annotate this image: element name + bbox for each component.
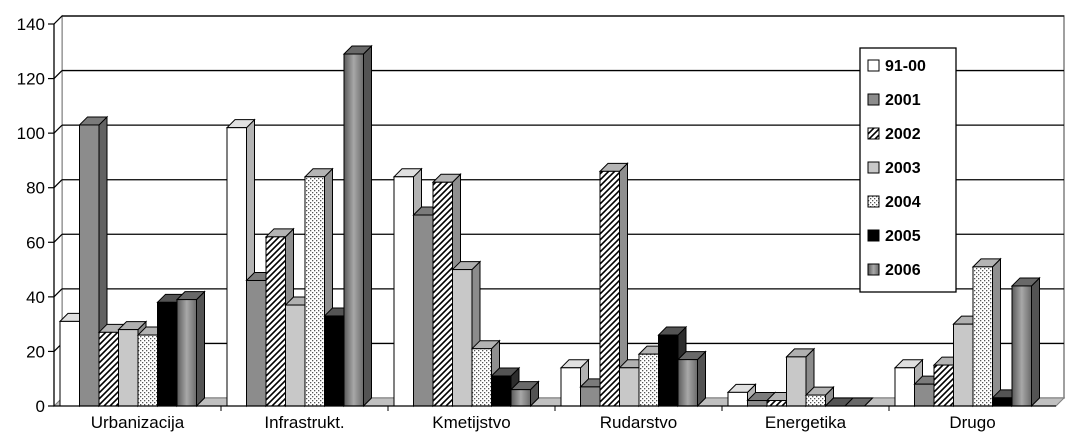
bar-drugo-2006	[1010, 276, 1041, 408]
bar-front	[933, 364, 954, 407]
legend-item-2005: 2005	[867, 228, 921, 245]
bar-front	[452, 269, 473, 407]
bar-front	[393, 176, 414, 407]
x-axis-labels: Urbanizacija Infrastrukt. Kmetijstvo Rudars…	[54, 405, 1056, 432]
y-tick-label: 100	[17, 124, 45, 143]
legend-item-2002: 2002	[867, 126, 921, 143]
y-tick-label: 60	[26, 233, 45, 252]
bar-front	[59, 320, 80, 407]
gridline-depth	[53, 15, 63, 25]
bar-kmetijstvo-2006	[509, 380, 540, 408]
y-tick-label: 120	[17, 70, 45, 89]
y-tick-label: 0	[36, 397, 45, 416]
bar-front	[619, 367, 640, 407]
legend: 91-00 2001 2002 2003 2004 2005 2006	[859, 47, 957, 293]
legend-swatch	[867, 93, 880, 106]
x-tick-label: Urbanizacija	[91, 413, 185, 432]
y-axis-ticks: 0 20 40 60 80 100 120 140	[17, 15, 55, 416]
bar-drugo-2004	[971, 257, 1002, 408]
legend-label: 2004	[885, 194, 921, 211]
legend-item-2001: 2001	[867, 92, 921, 109]
legend-label: 2002	[885, 126, 921, 143]
legend-swatch	[867, 127, 880, 140]
legend-label: 91-00	[885, 58, 926, 75]
bar-front	[1011, 285, 1032, 407]
x-tick-label: Kmetijstvo	[432, 413, 510, 432]
x-tick-label: Rudarstvo	[600, 413, 677, 432]
gridline-depth	[53, 288, 63, 298]
bar-front	[471, 348, 492, 407]
bar-front	[894, 367, 915, 407]
legend-item-2006: 2006	[867, 262, 921, 279]
legend-label: 2006	[885, 262, 921, 279]
legend-item-2004: 2004	[867, 194, 921, 211]
gridline-depth	[53, 233, 63, 243]
y-tick-label: 140	[17, 15, 45, 34]
gridline-depth	[53, 124, 63, 134]
legend-swatch	[867, 161, 880, 174]
bar-infrastrukt--2006	[342, 44, 373, 408]
bar-front	[766, 400, 787, 407]
bar-front	[285, 304, 306, 407]
legend-swatch	[867, 263, 880, 276]
x-tick-label: Energetika	[765, 413, 847, 432]
bar-front	[343, 53, 364, 407]
bar-front	[914, 383, 935, 407]
bar-front	[972, 266, 993, 407]
bar-front	[432, 181, 453, 407]
gridline-depth	[53, 179, 63, 189]
bar-front	[246, 279, 267, 407]
bar-front	[992, 397, 1013, 407]
bar-front	[157, 301, 178, 407]
bar-front	[638, 353, 659, 407]
legend-label: 2003	[885, 160, 921, 177]
x-tick-label: Drugo	[949, 413, 995, 432]
legend-swatch	[867, 229, 880, 242]
legend-swatch	[867, 195, 880, 208]
bar-side	[1031, 276, 1040, 408]
bar-front	[491, 375, 512, 407]
bar-front	[953, 323, 974, 407]
bar-front	[560, 367, 581, 407]
bar-front	[580, 386, 601, 407]
y-tick-label: 40	[26, 288, 45, 307]
legend-swatch	[867, 59, 880, 72]
bar-front	[304, 176, 325, 407]
bar-front	[727, 391, 748, 407]
y-tick-label: 20	[26, 342, 45, 361]
bar-front	[118, 329, 139, 407]
bar-side	[363, 44, 372, 408]
bar-side	[992, 257, 1001, 408]
bar-front	[747, 400, 768, 407]
bar-front	[265, 236, 286, 407]
bar-front	[176, 299, 197, 407]
bar-front	[413, 214, 434, 407]
legend-label: 2005	[885, 228, 921, 245]
x-tick-label: Infrastrukt.	[264, 413, 344, 432]
bar-front	[226, 127, 247, 407]
bar-front	[786, 356, 807, 407]
legend-item-2003: 2003	[867, 160, 921, 177]
gridline-depth	[53, 70, 63, 79]
bar-side	[196, 290, 205, 408]
bar-front	[137, 334, 158, 407]
bar-side	[697, 350, 706, 408]
bar-urbanizacija-2006	[175, 290, 206, 408]
bar-front	[677, 359, 698, 407]
bar-front	[510, 389, 531, 407]
legend-item-91-00: 91-00	[867, 58, 926, 75]
bar-front	[599, 170, 620, 407]
bar-front	[805, 394, 826, 407]
legend-label: 2001	[885, 92, 921, 109]
bar-front	[324, 315, 345, 407]
bar-front	[79, 124, 100, 407]
bar-front	[98, 331, 119, 407]
bar-rudarstvo-2006	[676, 350, 707, 408]
y-tick-label: 80	[26, 179, 45, 198]
bar-front	[658, 334, 679, 407]
